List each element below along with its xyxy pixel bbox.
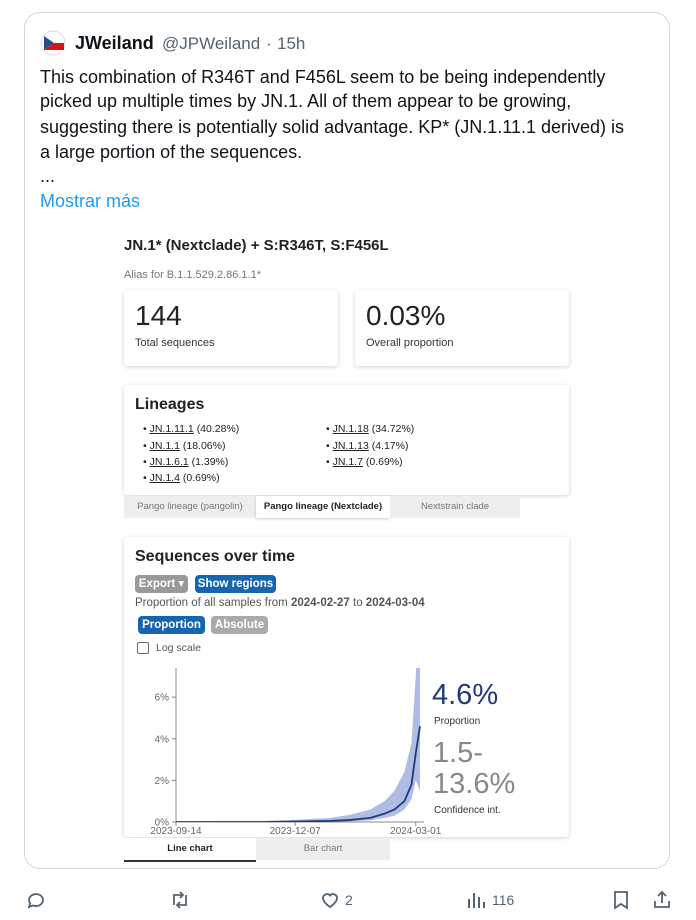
stat-label: Total sequences	[135, 337, 215, 349]
separator: ·	[266, 34, 272, 53]
lineage-item[interactable]: JN.1.6.1 (1.39%)	[143, 456, 229, 468]
show-more[interactable]: Mostrar más	[40, 191, 141, 211]
y-tick-label: 4%	[155, 734, 170, 745]
x-tick-label: 2024-03-01	[390, 826, 442, 837]
proportion-label: Proportion	[434, 716, 481, 727]
tab[interactable]: Pango lineage (pangolin)	[124, 496, 256, 518]
tab[interactable]: Bar chart	[256, 838, 390, 860]
ci-value: 1.5-	[433, 737, 483, 769]
stat-label: Overall proportion	[366, 337, 454, 349]
tweet-card[interactable]	[24, 12, 670, 869]
tweet-text: ...	[40, 166, 56, 186]
tweet-text: suggesting there is potentially solid ad…	[40, 117, 624, 137]
bookmark-icon[interactable]	[609, 888, 633, 912]
stat-value: 0.03%	[366, 300, 446, 331]
stat-value: 144	[135, 300, 182, 331]
plot-area	[176, 668, 421, 822]
share-icon[interactable]	[650, 888, 674, 912]
tweet-text: This combination of R346T and F456L seem…	[40, 67, 606, 87]
card-title: JN.1* (Nextclade) + S:R346T, S:F456L	[124, 237, 389, 254]
mode-button[interactable]: Absolute	[211, 616, 268, 634]
y-tick-label: 2%	[155, 776, 170, 787]
y-tick-label: 0%	[155, 818, 170, 829]
range-text: Proportion of all samples from 2024-02-2…	[135, 597, 425, 609]
section-title: Sequences over time	[135, 548, 296, 565]
avatar[interactable]	[40, 30, 66, 56]
tweet-text: a large portion of the sequences.	[40, 142, 303, 162]
tweet-text: picked up multiple times by JN.1. All of…	[40, 91, 572, 111]
confidence-band	[176, 668, 420, 822]
mode-button[interactable]: Proportion	[138, 616, 205, 634]
proportion-line	[176, 726, 421, 822]
stat-box	[355, 290, 569, 366]
like-count[interactable]: 2	[345, 892, 353, 908]
like-icon[interactable]	[318, 888, 342, 912]
retweet-icon[interactable]	[168, 888, 192, 912]
ci-label: Confidence int.	[434, 805, 501, 816]
button[interactable]: Export ▾	[135, 575, 188, 593]
proportion-value: 4.6%	[432, 679, 499, 711]
y-tick-label: 6%	[155, 693, 170, 704]
timestamp[interactable]: 15h	[277, 34, 306, 53]
section-title: Lineages	[135, 396, 205, 413]
reply-icon[interactable]	[24, 888, 48, 912]
lineage-item[interactable]: JN.1.18 (34.72%)	[326, 423, 415, 435]
x-tick-label: 2023-09-14	[150, 826, 202, 837]
author-name[interactable]: JWeiland	[75, 33, 154, 53]
lineage-item[interactable]: JN.1.1 (18.06%)	[143, 440, 226, 452]
handle[interactable]: @JPWeiland	[162, 34, 261, 53]
lineage-item[interactable]: JN.1.13 (4.17%)	[326, 440, 409, 452]
alias: Alias for B.1.1.529.2.86.1.1*	[124, 269, 261, 281]
views-icon[interactable]	[464, 888, 488, 912]
ci-value: 13.6%	[433, 768, 516, 800]
tab-active[interactable]: Pango lineage (Nextclade)	[256, 496, 390, 518]
button[interactable]: Show regions	[195, 575, 276, 593]
lineage-item[interactable]: JN.1.4 (0.69%)	[143, 472, 220, 484]
tab[interactable]: Nextstrain clade	[390, 496, 520, 518]
x-tick-label: 2023-12-07	[270, 826, 322, 837]
checkbox-label[interactable]: Log scale	[156, 642, 201, 654]
views-count[interactable]: 116	[492, 892, 515, 908]
lineage-item[interactable]: JN.1.11.1 (40.28%)	[143, 423, 240, 435]
checkbox[interactable]	[137, 642, 149, 654]
tab-active[interactable]: Line chart	[124, 838, 256, 862]
lineage-item[interactable]: JN.1.7 (0.69%)	[326, 456, 403, 468]
stat-box	[124, 290, 338, 366]
